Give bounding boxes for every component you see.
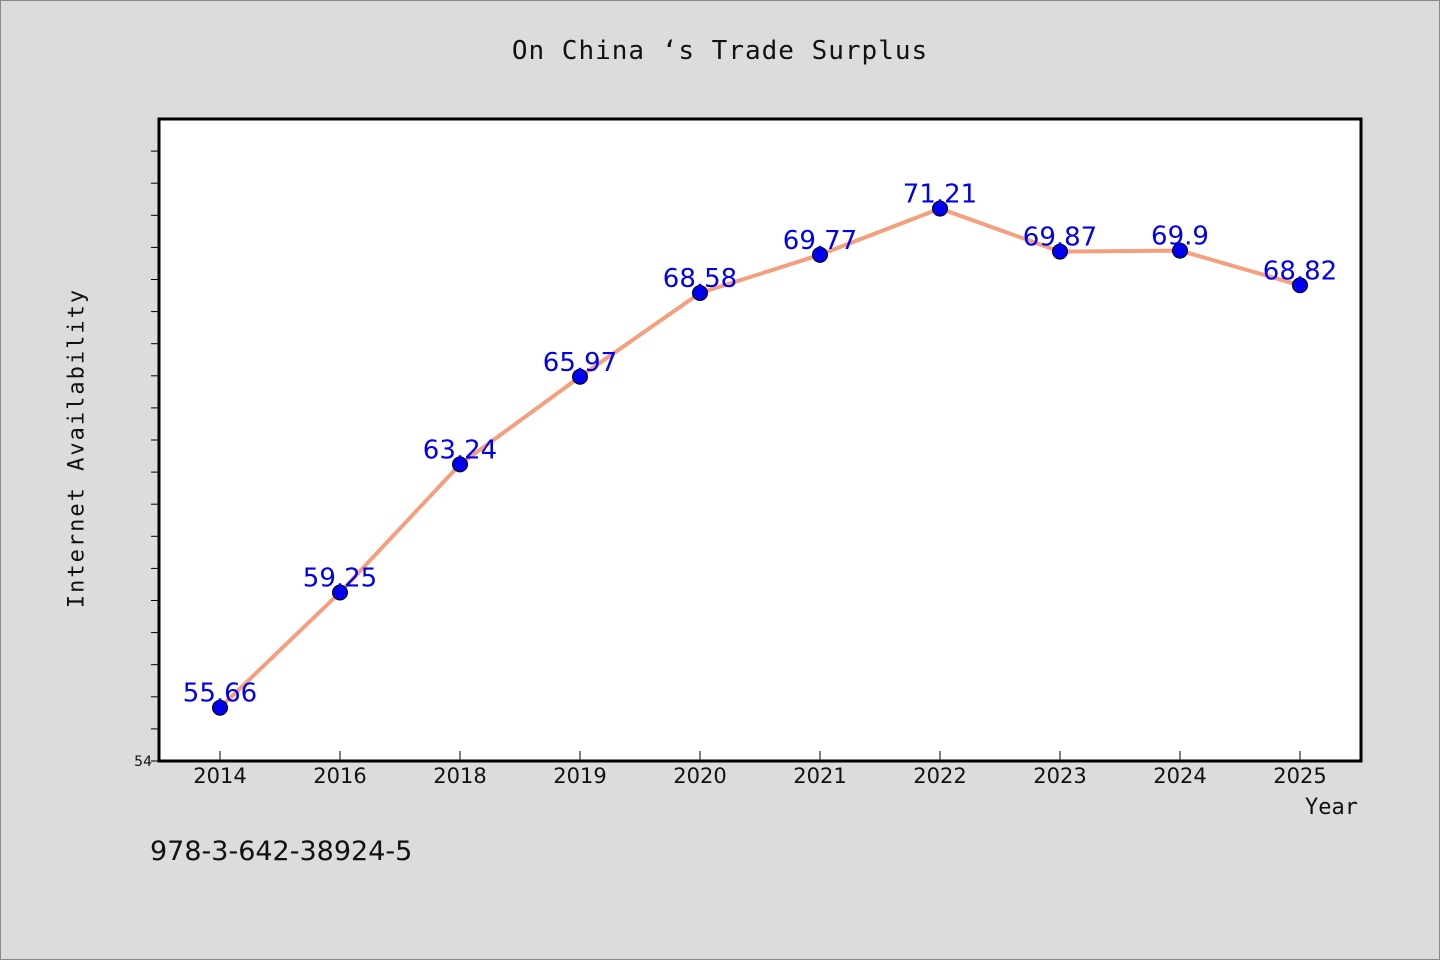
x-tick-label: 2014 xyxy=(193,764,246,788)
series-layer xyxy=(218,206,1302,710)
data-label: 71.21 xyxy=(903,180,977,210)
y-axis-ticks: 54 xyxy=(134,150,159,770)
data-label: 69.87 xyxy=(1023,223,1097,253)
y-tick-label: 54 xyxy=(134,754,152,770)
data-label: 65.97 xyxy=(543,348,617,378)
x-tick-label: 2019 xyxy=(553,764,606,788)
isbn-text: 978-3-642-38924-5 xyxy=(150,836,413,867)
x-axis-label: Year xyxy=(1305,795,1358,820)
data-label: 68.58 xyxy=(663,264,737,294)
data-point xyxy=(1172,242,1188,259)
data-point xyxy=(1292,277,1308,294)
data-label: 69.77 xyxy=(783,226,857,256)
data-point xyxy=(452,456,468,473)
data-label: 68.82 xyxy=(1263,256,1337,286)
data-label: 69.9 xyxy=(1151,222,1209,252)
data-point xyxy=(332,584,348,601)
chart-title: On China ‘s Trade Surplus xyxy=(511,36,929,66)
data-label: 55.66 xyxy=(183,679,257,709)
x-tick-label: 2024 xyxy=(1153,764,1206,788)
data-point xyxy=(812,246,828,263)
data-label-layer: 55.66 59.25 63.24 65.97 68.58 69.77 71.21 69.87… xyxy=(183,180,1337,709)
x-tick-label: 2020 xyxy=(673,764,726,788)
x-tick-label: 2025 xyxy=(1273,764,1326,788)
data-point xyxy=(1052,243,1068,260)
data-label: 63.24 xyxy=(423,435,497,465)
data-point xyxy=(692,284,708,301)
data-point xyxy=(572,368,588,385)
data-label: 59.25 xyxy=(303,563,377,593)
x-axis-ticks: 2014 2016 2018 2019 2020 2021 2022 2023 2024 2025 xyxy=(193,751,1327,788)
x-tick-label: 2018 xyxy=(433,764,486,788)
x-tick-label: 2023 xyxy=(1033,764,1086,788)
data-point xyxy=(932,200,948,217)
x-tick-label: 2022 xyxy=(913,764,966,788)
data-point xyxy=(212,699,228,716)
plot-background xyxy=(159,119,1361,761)
x-tick-label: 2021 xyxy=(793,764,846,788)
x-tick-label: 2016 xyxy=(313,764,366,788)
marker-layer xyxy=(212,200,1308,716)
series-line xyxy=(218,206,1302,710)
plot-border xyxy=(157,117,1363,763)
